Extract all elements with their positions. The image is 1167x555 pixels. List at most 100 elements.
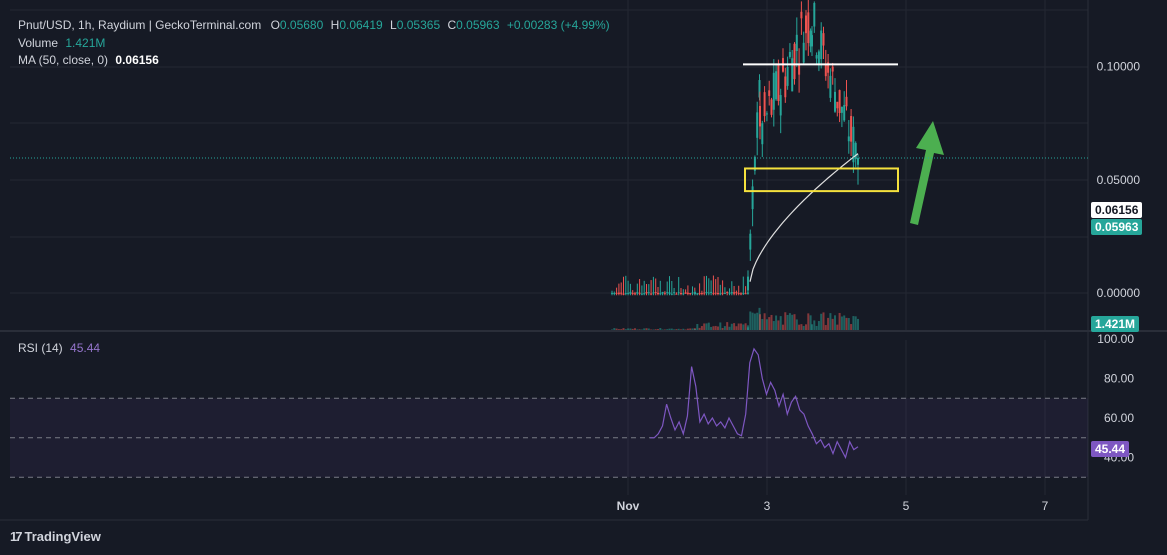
candle-body	[802, 42, 805, 63]
candle-body	[629, 291, 632, 294]
volume-bar	[759, 314, 761, 330]
volume-bar	[735, 326, 738, 330]
time-tick-label: Nov	[617, 499, 640, 513]
price-axis[interactable]: 0.250000.200000.150000.100000.050000.000…	[1097, 0, 1141, 300]
up-arrow-drawing[interactable]	[910, 121, 944, 225]
volume-bar	[673, 329, 676, 330]
candle-body	[805, 15, 807, 34]
candle-body	[857, 157, 859, 165]
volume-bar	[777, 320, 780, 330]
candle-body	[721, 292, 724, 294]
open-label: O	[270, 18, 280, 32]
candle-body	[758, 80, 761, 98]
candle-body	[705, 291, 708, 294]
volume-bar	[677, 328, 680, 330]
support-zone-box[interactable]	[744, 167, 899, 193]
candle-body	[751, 186, 754, 210]
time-axis[interactable]: Nov 3 5 7	[617, 499, 1049, 513]
grid-lines	[0, 0, 1167, 521]
candle-body	[636, 292, 639, 294]
candle-body	[650, 293, 653, 295]
candle-body	[770, 99, 773, 115]
candle-body	[795, 34, 798, 51]
volume-bar	[747, 325, 749, 330]
volume-bar	[807, 313, 810, 330]
volume-bar	[761, 318, 764, 330]
symbol-legend[interactable]: Pnut/USD, 1h, Raydium | GeckoTerminal.co…	[18, 18, 610, 32]
candle-body	[654, 292, 657, 294]
volume-bar	[638, 329, 641, 330]
volume-bar	[640, 329, 643, 330]
candle-body	[728, 292, 731, 294]
candlesticks	[611, 0, 859, 296]
volume-bar	[710, 326, 713, 330]
candle-body	[719, 293, 722, 295]
last-price-tag: 0.05963	[1091, 219, 1143, 235]
candle-body	[700, 292, 703, 294]
volume-bar	[824, 325, 827, 330]
candle-body	[777, 64, 780, 102]
candle-body	[775, 71, 778, 100]
volume-bar	[740, 323, 742, 330]
candle-body	[677, 292, 680, 294]
candle-body	[820, 30, 823, 60]
volume-bar	[838, 312, 841, 330]
candle-body	[836, 101, 839, 109]
candle-body	[735, 292, 738, 294]
volume-bar	[765, 319, 768, 330]
volume-bar	[627, 328, 630, 330]
candle-body	[772, 72, 775, 110]
volume-bar	[850, 324, 853, 330]
volume-bar	[843, 315, 846, 330]
price-tick-label: 0.05000	[1097, 173, 1141, 187]
candle-body	[617, 292, 620, 294]
volume-bar	[652, 329, 655, 330]
candle-body	[620, 292, 623, 294]
volume-bar	[647, 328, 650, 330]
volume-value: 1.421M	[65, 36, 106, 50]
candle-body	[817, 51, 820, 64]
volume-bar	[670, 328, 673, 330]
candle-body	[831, 66, 834, 72]
volume-bar	[822, 312, 825, 330]
volume-bar	[717, 326, 719, 330]
candle-body	[843, 105, 846, 121]
candle-body	[627, 292, 630, 294]
candle-body	[800, 11, 803, 19]
candle-body	[834, 91, 836, 112]
time-tick-label: 7	[1042, 499, 1049, 513]
volume-legend[interactable]: Volume 1.421M	[18, 36, 105, 50]
candle-body	[809, 30, 812, 47]
candle-body	[852, 126, 855, 163]
volume-bar	[737, 323, 740, 330]
volume-bar	[730, 323, 733, 330]
rsi-legend[interactable]: RSI (14) 45.44	[18, 341, 100, 355]
ma-legend[interactable]: MA (50, close, 0) 0.06156	[18, 53, 159, 67]
volume-bar	[805, 324, 807, 330]
volume-bar	[820, 313, 823, 330]
volume-bar	[728, 326, 731, 330]
tradingview-logo-icon: 17	[10, 529, 23, 544]
candle-body	[730, 292, 733, 294]
candle-body	[638, 292, 641, 294]
volume-bar	[813, 320, 816, 330]
volume-bar	[668, 328, 671, 330]
volume-bar	[629, 328, 632, 330]
candle-body	[707, 292, 710, 294]
candle-body	[611, 292, 613, 294]
volume-bar	[811, 324, 813, 330]
rsi-band-fill	[10, 398, 1088, 478]
volume-bar	[620, 329, 623, 330]
candle-body	[634, 293, 636, 295]
candle-body	[643, 293, 646, 295]
candle-body	[673, 292, 676, 294]
candle-body	[645, 291, 648, 294]
volume-tag: 1.421M	[1091, 316, 1140, 332]
tradingview-logo[interactable]: 17 TradingView	[10, 529, 101, 544]
candle-body	[749, 233, 752, 250]
volume-bar	[742, 324, 745, 330]
candle-body	[710, 291, 713, 293]
candle-body	[726, 291, 729, 293]
candle-body	[753, 157, 756, 171]
